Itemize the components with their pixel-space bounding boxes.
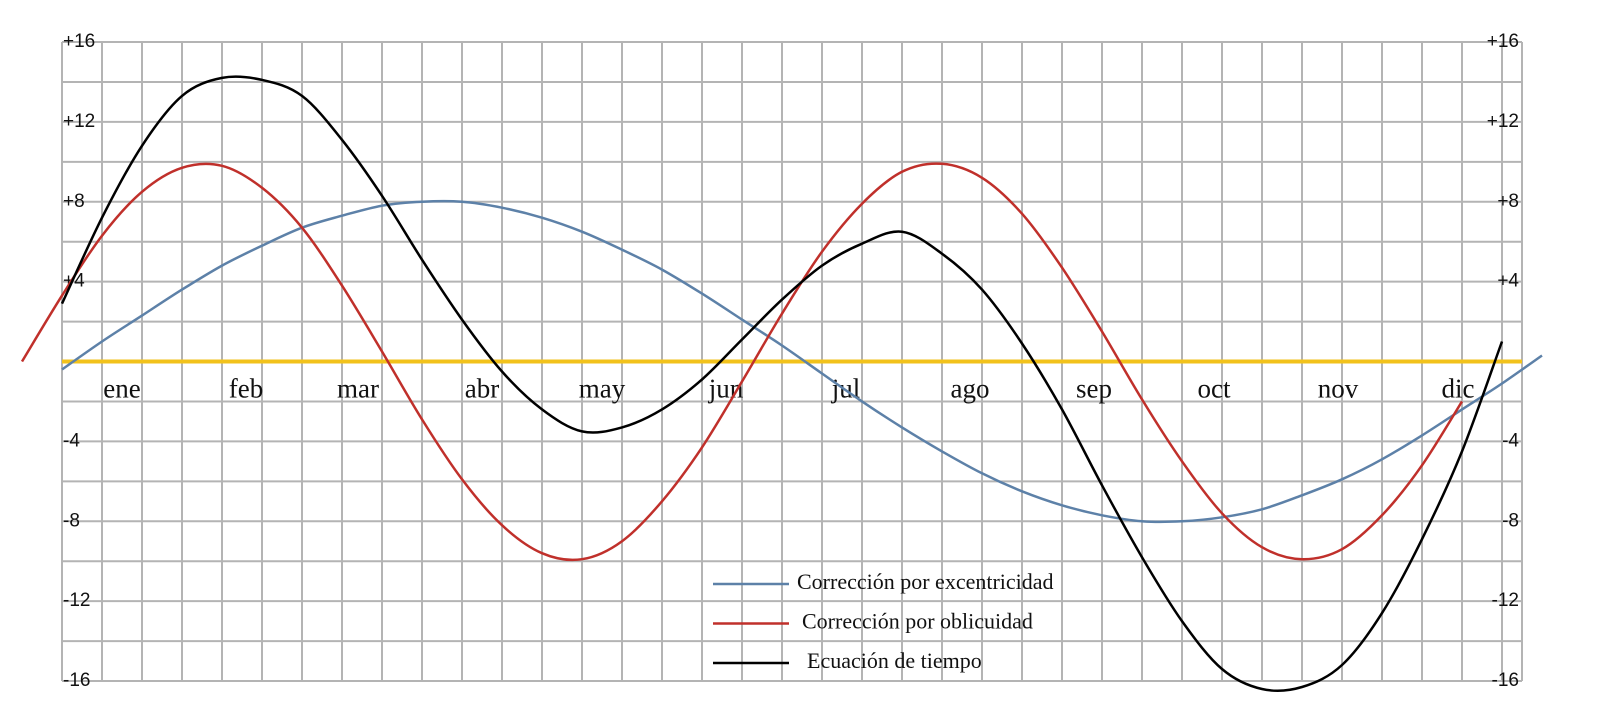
x-tick-label: nov [1318,374,1359,404]
legend: Corrección por excentricidad Corrección p… [713,569,1054,673]
y-tick-label-left: +12 [63,111,95,132]
y-tick-label-left: +16 [63,31,95,52]
y-tick-label-right: +12 [1487,111,1519,132]
x-tick-label: abr [465,374,499,404]
legend-label: Corrección por excentricidad [797,569,1054,594]
x-tick-label: dic [1442,374,1475,404]
y-tick-label-right: +8 [1497,191,1519,212]
y-tick-label-right: -8 [1502,510,1519,531]
series-line [20,162,1464,562]
y-tick-label-right: +16 [1487,31,1519,52]
legend-label: Corrección por oblicuidad [802,609,1033,634]
y-tick-label-left: +8 [63,191,85,212]
x-tick-label: ene [103,374,140,404]
y-tick-label-left: -8 [63,510,80,531]
y-tick-label-right: -4 [1502,430,1519,451]
series-line [60,75,1504,692]
y-tick-label-left: -12 [63,590,90,611]
series-line [61,199,1543,524]
x-tick-label: ago [951,374,990,404]
y-tick-label-left: -4 [63,430,80,451]
y-tick-label-left: -16 [63,670,90,691]
x-tick-label: may [579,374,626,404]
y-tick-label-right: -16 [1492,670,1519,691]
x-tick-label: mar [337,374,379,404]
x-tick-label: oct [1198,374,1231,404]
x-tick-label: feb [229,374,263,404]
x-tick-label: sep [1076,374,1112,404]
legend-label: Ecuación de tiempo [807,648,982,673]
y-tick-label-right: -12 [1492,590,1519,611]
y-tick-label-right: +4 [1497,271,1519,292]
